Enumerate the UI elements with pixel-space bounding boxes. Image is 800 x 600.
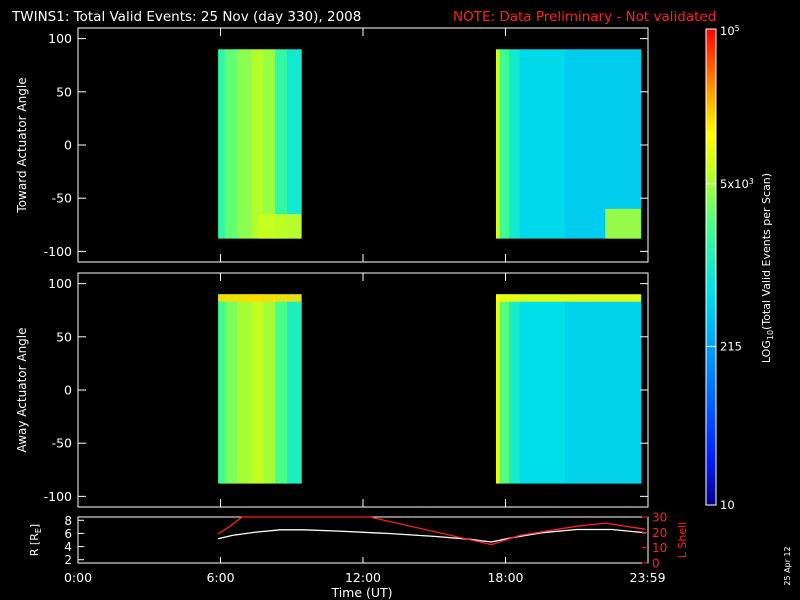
away-block-0-band-4 [263,294,276,484]
away-block-0-band-0 [218,294,226,484]
toward-ytick-label: 100 [48,31,72,46]
toward-block-0-band-3 [251,49,264,239]
x-tick-label: 18:00 [487,570,523,585]
away-block-0-band-5 [275,294,288,484]
away-ytick-label: -100 [44,489,72,504]
away-block-1-band-3 [519,294,566,484]
r-series-line [217,528,646,543]
x-tick-labels: 0:00 6:00 12:00 18:00 23:59 [64,570,666,585]
toward-block-0-band-6 [287,49,302,239]
away-block-0-band-1 [225,294,238,484]
away-heatmap [218,294,642,484]
toward-feature-0 [258,214,302,239]
lshell-ytick-label: 20 [652,526,667,540]
away-block-1-band-4 [564,294,642,484]
figure-title: TWINS1: Total Valid Events: 25 Nov (day … [11,9,361,25]
away-x-tick-marks [77,273,649,507]
away-block-0-band-3 [251,294,264,484]
x-tick-label: 12:00 [345,570,381,585]
colorbar-tick-label: 5x103 [720,177,754,191]
toward-ytick-label: -50 [52,191,72,206]
colorbar-tick-label: 105 [720,24,740,38]
orbit-ylabel-left: R [RE] [28,524,43,556]
toward-ytick-label: 0 [64,138,72,153]
lshell-ytick-label: 30 [652,511,667,525]
x-tick-label: 23:59 [630,570,666,585]
colorbar-tick-label: 10 [720,498,735,512]
away-ytick-label: -50 [52,436,72,451]
x-tick-label: 0:00 [64,570,92,585]
colorbar-label: LOG10(Total Valid Events per Scan) [760,173,775,363]
away-block-0-band-6 [287,294,302,484]
r-ytick-label: 8 [64,514,72,528]
toward-feature-1 [605,208,641,239]
toward-panel: 100 50 0 -50 -100 Toward Actuator Angle [15,27,649,263]
away-block-0-band-2 [237,294,252,484]
toward-block-1-band-1 [499,49,510,239]
colorbar: 105 5x103 215 10 LOG10(Total Valid Events p… [705,24,775,512]
away-panel: 100 50 0 -50 -100 Away Actuator Angle [15,272,649,508]
preliminary-note: NOTE: Data Preliminary - Not validated [453,9,716,25]
away-ylabel: Away Actuator Angle [15,327,29,452]
r-ytick-label: 6 [64,527,72,541]
colorbar-scale [705,28,717,506]
colorbar-tick-label: 215 [720,339,742,353]
toward-block-1-band-2 [509,49,521,239]
date-stamp: 25 Apr 12 [783,546,792,585]
toward-block-0-band-4 [263,49,276,239]
away-ytick-label: 0 [64,383,72,398]
lshell-series-line [217,516,646,546]
toward-ytick-label: 50 [56,84,72,99]
lshell-ytick-label: 10 [652,541,667,555]
orbit-ylabel-right: L Shell [676,522,689,558]
lshell-ytick-label: 0 [652,557,660,571]
toward-ylabel: Toward Actuator Angle [15,77,29,213]
toward-block-0-band-2 [237,49,252,239]
away-block-1-band-1 [499,294,510,484]
toward-block-1-band-4 [564,49,642,239]
away-y-ticks: 100 50 0 -50 -100 [44,276,648,504]
x-axis-label: Time (UT) [330,585,392,600]
toward-heatmap [218,49,642,239]
toward-block-1-band-3 [519,49,566,239]
colorbar-ticks: 105 5x103 215 10 [706,24,754,512]
toward-ytick-label: -100 [44,244,72,259]
toward-block-0-band-5 [275,49,288,239]
away-ytick-label: 50 [56,329,72,344]
toward-block-1-band-0 [496,49,501,239]
away-block-1-band-0 [496,294,501,484]
x-tick-label: 6:00 [206,570,234,585]
away-feature-0 [218,294,302,302]
toward-block-0-band-0 [218,49,226,239]
toward-x-tick-marks [77,28,649,262]
toward-block-0-band-1 [225,49,238,239]
away-block-1-band-2 [509,294,521,484]
orbit-lines [217,516,646,546]
r-ytick-label: 2 [64,553,72,567]
r-ytick-label: 4 [64,540,72,554]
toward-y-ticks: 100 50 0 -50 -100 [44,31,648,259]
away-ytick-label: 100 [48,276,72,291]
away-feature-1 [496,294,641,302]
